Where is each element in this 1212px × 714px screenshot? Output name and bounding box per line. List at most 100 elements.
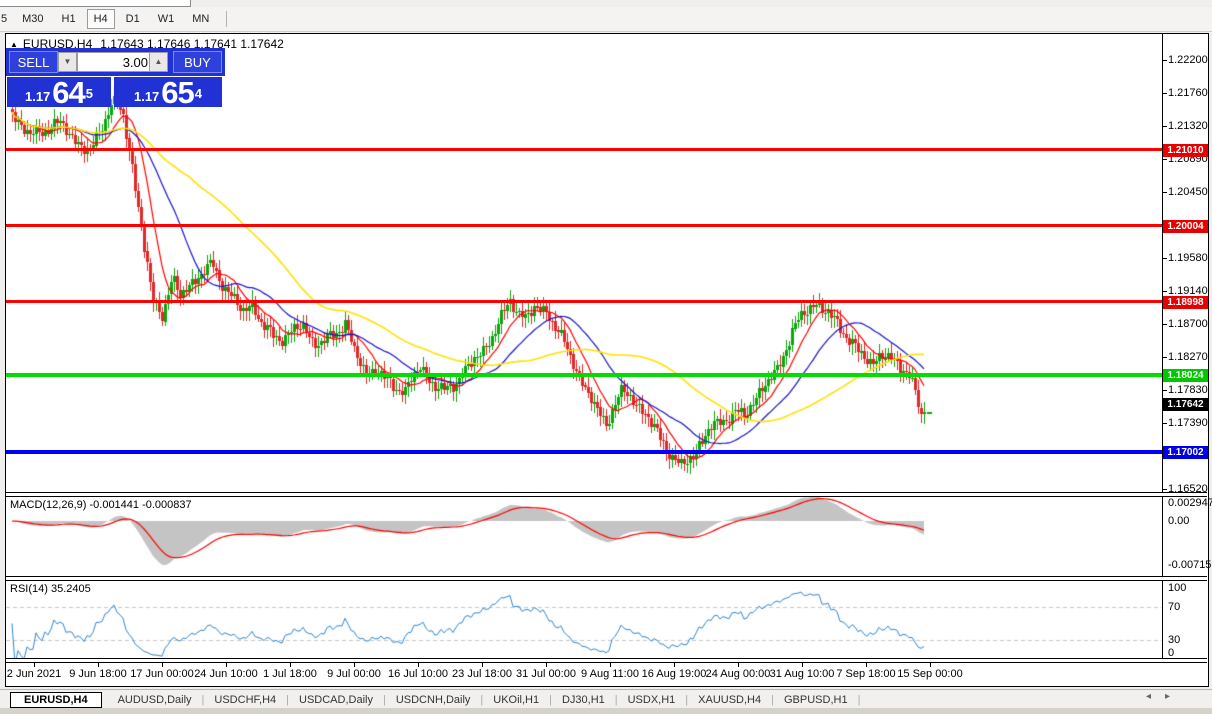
time-axis-tick [162,663,163,667]
price-tick-label: 1.20450 [1168,186,1208,198]
tab-separator: | [382,693,386,706]
horizontal-level-line[interactable] [6,373,1162,377]
time-axis-tick [610,663,611,667]
panel-divider[interactable] [6,658,1207,663]
volume-input[interactable] [77,52,153,72]
panel-divider[interactable] [6,576,1207,581]
time-label: 1 Jul 18:00 [263,668,317,680]
price-axis-tick [1162,159,1167,160]
chart-tab-eurusd-h4[interactable]: EURUSD,H4 [10,691,102,708]
tab-scroll-buttons: ◂▸ [1146,691,1184,702]
timeframe-button-m30[interactable]: M30 [22,13,44,25]
chart-tab-audusd-daily[interactable]: AUDUSD,Daily [117,693,192,706]
tab-separator: | [286,693,289,706]
buy-button[interactable]: BUY [173,51,222,73]
status-strip [0,708,1212,714]
time-axis-tick [418,663,419,667]
buy-price-pip: 4 [194,86,203,101]
sell-price-quote[interactable]: 1.17 64 5 [7,75,111,110]
price-badge: 1.18998 [1163,296,1208,309]
horizontal-level-line[interactable] [6,300,1162,303]
sell-button[interactable]: SELL [9,51,58,73]
panel-divider[interactable] [6,492,1207,497]
macd-panel-canvas[interactable] [6,497,1162,576]
chart-symbol-label: EURUSD,H4 [22,37,93,51]
price-tick-label: 1.18700 [1168,318,1208,330]
time-axis-tick [866,663,867,667]
time-axis: 2 Jun 2021 9 Jun 18:00 17 Jun 00:00 24 Jun … [6,663,1207,686]
time-label: 9 Jul 00:00 [327,668,381,680]
time-axis-tick [290,663,291,667]
timeframe-button-h4[interactable]: H4 [86,9,115,29]
timeframe-button-w1[interactable]: W1 [157,13,175,25]
collapse-icon[interactable]: ▲ [10,40,18,49]
one-click-trading-panel: SELL ▼ ▲ BUY 1.17 64 5 1.17 65 4 [6,48,225,110]
time-axis-tick [226,663,227,667]
time-label: 31 Jul 00:00 [516,668,576,680]
time-label: 31 Aug 10:00 [769,668,835,680]
horizontal-level-line[interactable] [6,224,1162,227]
horizontal-level-line[interactable] [6,148,1162,151]
chart-tab-usdchf-h4[interactable]: USDCHF,H4 [214,693,277,706]
timeframe-button-5[interactable]: 5 [1,13,8,25]
tab-scroll-left-icon[interactable]: ◂ [1145,691,1165,702]
sell-price-big: 64 [52,75,85,110]
price-tick-label: 1.16520 [1168,483,1208,495]
time-label: 16 Jul 10:00 [388,668,448,680]
time-label: 2 Jun 2021 [6,668,62,680]
time-axis-tick [546,663,547,667]
volume-decrease-button[interactable]: ▼ [58,52,77,72]
buy-price-quote[interactable]: 1.17 65 4 [114,75,222,110]
price-axis-tick [1162,258,1167,259]
time-label: 16 Aug 19:00 [641,668,707,680]
price-tick-label: 1.18270 [1168,351,1208,363]
chart-quotes-label: 1.17643 1.17646 1.17641 1.17642 [100,37,284,51]
time-axis-tick [674,663,675,667]
chart-tab-usdx-h1[interactable]: USDX,H1 [627,693,676,706]
time-axis-tick [354,663,355,667]
timeframe-toolbar: 5 M30 H1 H4 D1 W1 MN [0,7,1212,32]
tab-separator: | [614,693,618,706]
chart-tab-gbpusd-h1[interactable]: GBPUSD,H1 [783,693,848,706]
buy-price-big: 65 [161,75,194,110]
time-label: 9 Aug 11:00 [581,668,639,680]
price-axis-line [1162,34,1163,662]
rsi-name: RSI(14) [10,583,48,595]
volume-increase-button[interactable]: ▲ [149,52,168,72]
price-axis-tick [1162,93,1167,94]
chart-title: ▲ EURUSD,H4 1.17643 1.17646 1.17641 1.1764… [10,37,284,51]
time-axis-tick [930,663,931,667]
price-axis-tick [1162,357,1167,358]
chart-tab-dj30-h1[interactable]: DJ30,H1 [561,693,605,706]
chart-tab-xauusd-h4[interactable]: XAUUSD,H4 [698,693,762,706]
rsi-panel-canvas[interactable] [6,581,1162,658]
rsi-axis-label: 30 [1168,634,1181,646]
price-axis-tick [1162,423,1167,424]
horizontal-level-line[interactable] [6,450,1162,454]
price-tick-label: 1.21320 [1168,120,1208,132]
timeframe-button-h1[interactable]: H1 [61,13,76,25]
time-label: 23 Jul 18:00 [452,668,512,680]
time-label: 17 Jun 00:00 [130,668,194,680]
chart-tab-usdcnh-daily[interactable]: USDCNH,Daily [395,693,471,706]
buy-price-prefix: 1.17 [133,89,160,104]
chart-tab-usdcad-daily[interactable]: USDCAD,Daily [299,693,373,706]
price-chart-canvas[interactable] [6,34,1162,492]
time-axis-tick [34,663,35,667]
timeframe-button-d1[interactable]: D1 [125,13,140,25]
macd-axis-label: 0.002947 [1168,497,1212,509]
price-badge: 1.17002 [1163,446,1208,459]
tab-scroll-right-icon[interactable]: ▸ [1164,691,1184,702]
rsi-axis-label: 70 [1168,601,1181,613]
timeframe-button-mn[interactable]: MN [192,13,210,25]
price-tick-label: 1.17390 [1168,417,1208,429]
chart-tab-ukoil-h1[interactable]: UKOil,H1 [493,693,540,706]
tab-separator: | [685,693,689,706]
price-axis-tick [1162,489,1167,490]
macd-values: -0.001441 -0.000837 [89,499,192,511]
price-badge: 1.21010 [1163,144,1208,157]
price-badge: 1.17642 [1163,398,1208,411]
rsi-axis-label: 0 [1168,647,1175,659]
